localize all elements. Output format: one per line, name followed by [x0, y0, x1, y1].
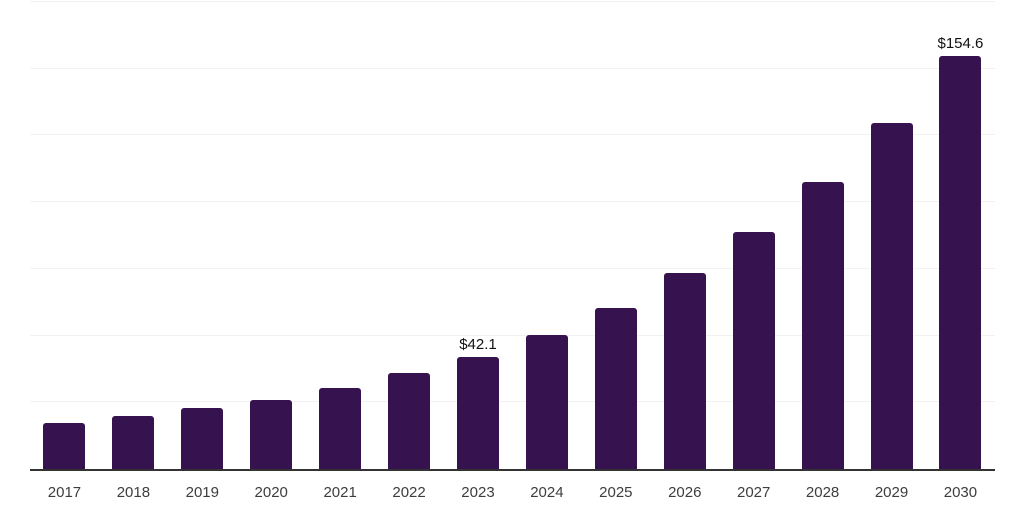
x-tick-2022: 2022	[392, 484, 426, 501]
x-tick-2019: 2019	[185, 484, 219, 501]
x-tick-2017: 2017	[47, 484, 82, 501]
bar-2024[interactable]	[525, 334, 568, 469]
x-axis-labels: 2017 2018 2019 2020 2021 2022 2023 2024 2025 2026…	[30, 485, 995, 501]
plot-area: $42.1 $154.6	[30, 1, 995, 469]
bar-slot-2025	[581, 2, 650, 469]
bar-2027[interactable]	[732, 232, 775, 469]
gridline-100	[30, 201, 995, 203]
x-tick-2029: 2029	[874, 484, 909, 501]
bars-layer: $42.1 $154.6	[30, 2, 995, 469]
bar-slot-2022	[375, 2, 444, 469]
bar-slot-2021	[306, 2, 375, 469]
bar-slot-2018	[99, 2, 168, 469]
bar-slot-2026	[650, 2, 719, 469]
x-tick-2018: 2018	[116, 484, 151, 501]
x-tick-2025: 2025	[599, 484, 633, 501]
x-tick-2026: 2026	[668, 484, 702, 501]
bar-2020[interactable]	[250, 399, 293, 469]
bar-2029[interactable]	[870, 123, 913, 469]
data-label-2030: $154.6	[937, 35, 984, 53]
x-tick-2024: 2024	[530, 484, 564, 501]
bar-2017[interactable]	[43, 423, 86, 469]
gridline-25	[30, 401, 995, 403]
x-tick-2028: 2028	[805, 484, 840, 501]
bar-2026[interactable]	[663, 273, 706, 469]
x-tick-2027: 2027	[736, 484, 771, 501]
bar-2025[interactable]	[594, 308, 637, 469]
gridline-125	[30, 134, 995, 136]
bar-2022[interactable]	[388, 372, 431, 469]
x-tick-2021: 2021	[323, 484, 357, 501]
x-axis-line	[30, 469, 995, 471]
gridline-150	[30, 67, 995, 69]
bar-2030[interactable]	[939, 56, 982, 469]
gridline-75	[30, 267, 995, 269]
bar-2028[interactable]	[801, 182, 844, 469]
bar-slot-2023: $42.1	[444, 2, 513, 469]
bar-2021[interactable]	[319, 387, 362, 469]
bar-slot-2029	[857, 2, 926, 469]
bar-slot-2028	[788, 2, 857, 469]
bar-slot-2030: $154.6	[926, 2, 995, 469]
x-tick-2020: 2020	[254, 484, 288, 501]
gridline-50	[30, 334, 995, 336]
x-tick-2023: 2023	[461, 484, 495, 501]
bar-2019[interactable]	[181, 407, 224, 469]
data-label-2023: $42.1	[459, 335, 497, 353]
bar-slot-2019	[168, 2, 237, 469]
bar-slot-2024	[512, 2, 581, 469]
bar-slot-2020	[237, 2, 306, 469]
x-tick-2030: 2030	[943, 484, 978, 501]
bar-2018[interactable]	[112, 415, 155, 469]
gridline-175	[30, 1, 995, 2]
bar-slot-2017	[30, 2, 99, 469]
bar-slot-2027	[719, 2, 788, 469]
bar-2023[interactable]	[456, 356, 499, 469]
